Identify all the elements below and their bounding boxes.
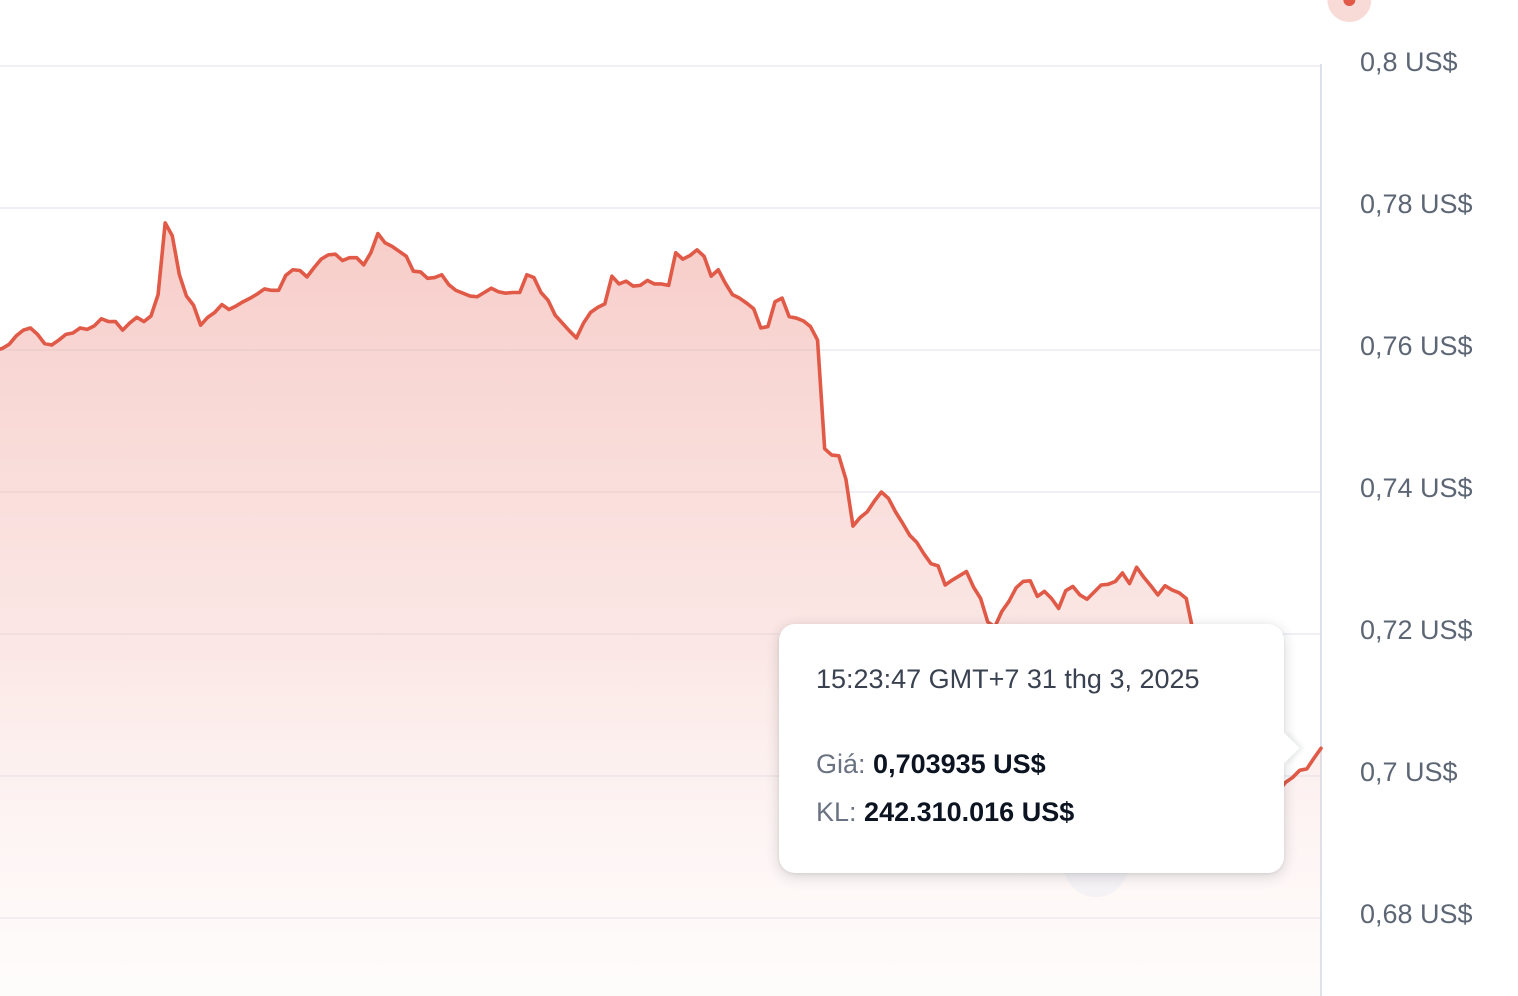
price-tooltip: 15:23:47 GMT+7 31 thg 3, 2025 Giá: 0,703… xyxy=(779,624,1300,873)
y-tick-label: 0,7 US$ xyxy=(1360,757,1458,787)
tooltip-volume-label: KL: xyxy=(816,797,857,827)
y-tick-label: 0,78 US$ xyxy=(1360,189,1473,219)
y-tick-label: 0,72 US$ xyxy=(1360,615,1473,645)
hover-point-halo xyxy=(1327,0,1372,22)
tooltip-volume-value: 242.310.016 US$ xyxy=(864,797,1075,827)
hover-point[interactable] xyxy=(1343,0,1356,6)
tooltip-price-value: 0,703935 US$ xyxy=(873,749,1046,779)
tooltip-volume-row: KL: 242.310.016 US$ xyxy=(816,795,1284,829)
tooltip-timestamp: 15:23:47 GMT+7 31 thg 3, 2025 xyxy=(816,664,1200,694)
y-axis-tick-labels: 0,8 US$ 0,78 US$ 0,76 US$ 0,74 US$ 0,72 US$ 0… xyxy=(1360,47,1473,929)
tooltip-price-label: Giá: xyxy=(816,749,866,779)
price-line xyxy=(0,221,1323,793)
y-tick-label: 0,68 US$ xyxy=(1360,899,1473,929)
y-tick-label: 0,8 US$ xyxy=(1360,47,1458,77)
y-tick-label: 0,74 US$ xyxy=(1360,473,1473,503)
tooltip-price-row: Giá: 0,703935 US$ xyxy=(816,747,1284,781)
y-tick-label: 0,76 US$ xyxy=(1360,331,1473,361)
